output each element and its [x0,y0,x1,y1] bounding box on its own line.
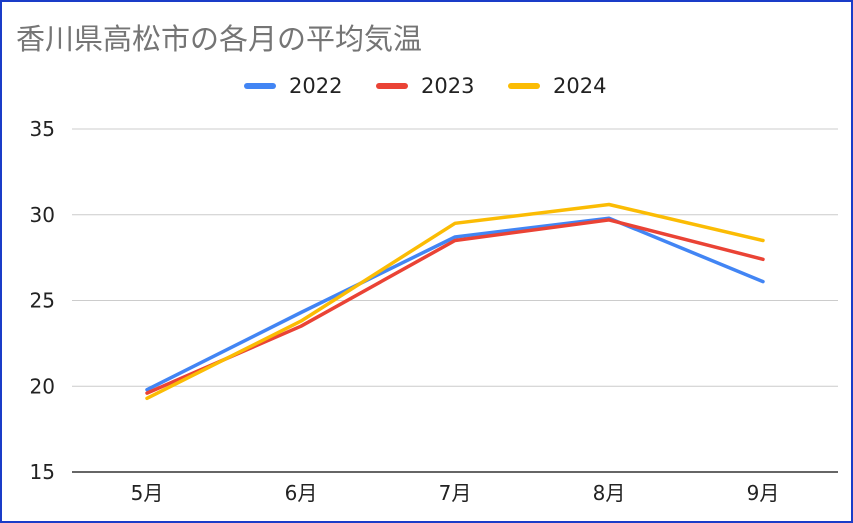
y-tick-label: 25 [30,289,55,313]
legend-label-2022: 2022 [289,74,342,98]
legend-label-2024: 2024 [553,74,606,98]
y-tick-label: 30 [30,203,55,227]
y-tick-label: 35 [30,117,55,141]
x-tick-label: 9月 [747,481,780,505]
series-line-2024 [145,202,765,401]
y-tick-label: 15 [30,460,55,484]
legend-label-2023: 2023 [421,74,474,98]
series-line-2022 [145,216,765,392]
y-tick-label: 20 [30,374,55,398]
x-tick-label: 6月 [285,481,318,505]
x-tick-label: 5月 [131,481,164,505]
series-line-2023 [145,218,765,395]
x-tick-label: 7月 [439,481,472,505]
x-tick-label: 8月 [593,481,626,505]
chart-title: 香川県高松市の各月の平均気温 [16,22,423,56]
